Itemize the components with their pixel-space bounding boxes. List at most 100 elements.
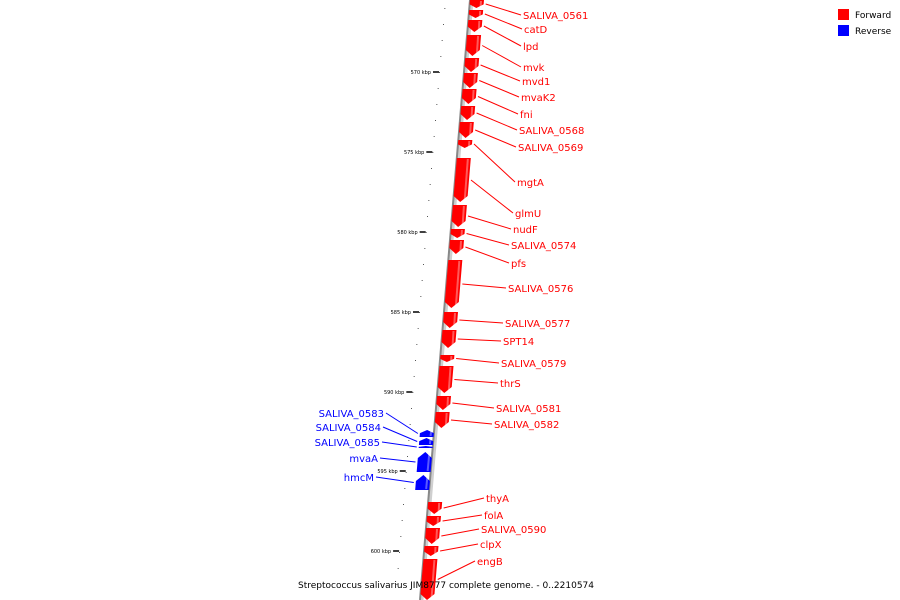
minor-tick xyxy=(401,520,403,521)
minor-tick xyxy=(441,40,443,41)
gene-highlight xyxy=(444,412,448,428)
gene-forward xyxy=(469,0,484,8)
gene-highlight xyxy=(461,205,465,227)
gene-forward xyxy=(459,122,474,138)
minor-tick xyxy=(428,200,430,201)
gene-label-reverse: SALIVA_0583 xyxy=(319,409,384,420)
minor-tick xyxy=(404,488,406,489)
gene-leader xyxy=(484,13,523,30)
minor-tick xyxy=(400,536,402,537)
gene-forward xyxy=(453,158,471,202)
gene-label-forward: SALIVA_0576 xyxy=(508,284,573,295)
minor-tick xyxy=(420,296,422,297)
gene-highlight xyxy=(435,528,438,544)
gene-leader xyxy=(375,476,414,483)
gene-highlight xyxy=(454,260,461,308)
gene-label-forward: nudF xyxy=(513,225,538,236)
gene-leader xyxy=(476,112,518,131)
gene-label-forward: mvk xyxy=(523,63,545,74)
gene-forward xyxy=(426,516,441,526)
gene-leader xyxy=(473,143,516,183)
gene-label-forward: catD xyxy=(524,25,548,36)
gene-layer xyxy=(415,0,484,600)
minor-tick xyxy=(411,408,412,409)
gene-highlight xyxy=(463,158,469,202)
tick-label: 575 kbp xyxy=(404,150,424,156)
gene-label-forward: glmU xyxy=(515,209,541,220)
minor-tick xyxy=(440,56,442,57)
gene-leader xyxy=(467,215,512,230)
gene-label-forward: SALIVA_0581 xyxy=(496,404,561,415)
gene-label-forward: SALIVA_0579 xyxy=(501,359,566,370)
gene-forward xyxy=(420,559,438,600)
gene-reverse xyxy=(416,452,432,472)
gene-label-forward: SALIVA_0577 xyxy=(505,319,570,330)
minor-tick xyxy=(396,584,398,585)
gene-leader xyxy=(459,319,504,324)
minor-tick xyxy=(407,456,408,457)
gene-label-forward: folA xyxy=(484,511,503,522)
tick-label: 580 kbp xyxy=(397,230,417,236)
gene-forward xyxy=(450,229,465,238)
gene-label-forward: SALIVA_0561 xyxy=(523,11,588,22)
gene-highlight xyxy=(426,452,431,472)
gene-forward xyxy=(425,528,440,544)
gene-forward xyxy=(461,89,477,104)
minor-tick xyxy=(405,472,407,473)
gene-highlight xyxy=(477,20,481,32)
minor-tick xyxy=(439,72,440,73)
gene-highlight xyxy=(453,312,456,328)
gene-forward xyxy=(427,502,443,514)
gene-label-reverse: mvaA xyxy=(349,454,378,465)
minor-tick xyxy=(408,440,410,441)
gene-label-forward: thyA xyxy=(486,494,509,505)
gene-leader xyxy=(452,402,495,409)
minor-tick xyxy=(415,360,416,361)
gene-label-forward: mvd1 xyxy=(522,77,550,88)
gene-leader xyxy=(465,246,510,264)
gene-label-forward: clpX xyxy=(480,540,502,551)
gene-label-forward: pfs xyxy=(511,259,526,270)
gene-forward xyxy=(441,330,457,348)
gene-leader xyxy=(480,64,521,82)
gene-highlight xyxy=(447,366,452,393)
gene-highlight xyxy=(469,122,472,138)
gene-label-forward: thrS xyxy=(500,379,521,390)
minor-tick xyxy=(432,152,434,153)
minor-tick xyxy=(413,376,415,377)
gene-forward xyxy=(451,205,467,227)
gene-forward xyxy=(460,106,476,120)
minor-tick xyxy=(443,24,444,25)
gene-leader xyxy=(437,560,476,580)
gene-leader xyxy=(382,426,418,442)
minor-tick xyxy=(399,552,400,553)
gene-forward xyxy=(424,546,439,556)
legend-swatch-forward xyxy=(838,9,849,20)
gene-highlight xyxy=(430,559,436,600)
gene-reverse xyxy=(419,430,434,437)
gene-leader xyxy=(381,441,417,448)
gene-highlight xyxy=(475,35,480,56)
minor-tick xyxy=(429,184,431,185)
minor-tick xyxy=(427,216,428,217)
minor-tick xyxy=(403,504,404,505)
gene-leader xyxy=(466,233,510,246)
gene-leader xyxy=(481,45,522,68)
gene-highlight xyxy=(428,438,432,445)
minor-tick xyxy=(416,344,418,345)
legend-label-forward: Forward xyxy=(855,11,891,21)
minor-tick xyxy=(423,264,424,265)
gene-leader xyxy=(479,80,520,98)
gene-forward xyxy=(464,58,480,72)
gene-forward xyxy=(444,260,463,308)
gene-highlight xyxy=(459,240,462,254)
minor-tick xyxy=(397,568,399,569)
minor-tick xyxy=(419,312,420,313)
gene-leader xyxy=(485,3,522,16)
gene-leader xyxy=(477,96,519,115)
gene-forward xyxy=(437,366,454,393)
tick-label: 585 kbp xyxy=(391,310,411,316)
gene-label-forward: SALIVA_0590 xyxy=(481,525,546,536)
genome-caption: Streptococcus salivarius JIM8777 complet… xyxy=(298,581,594,591)
